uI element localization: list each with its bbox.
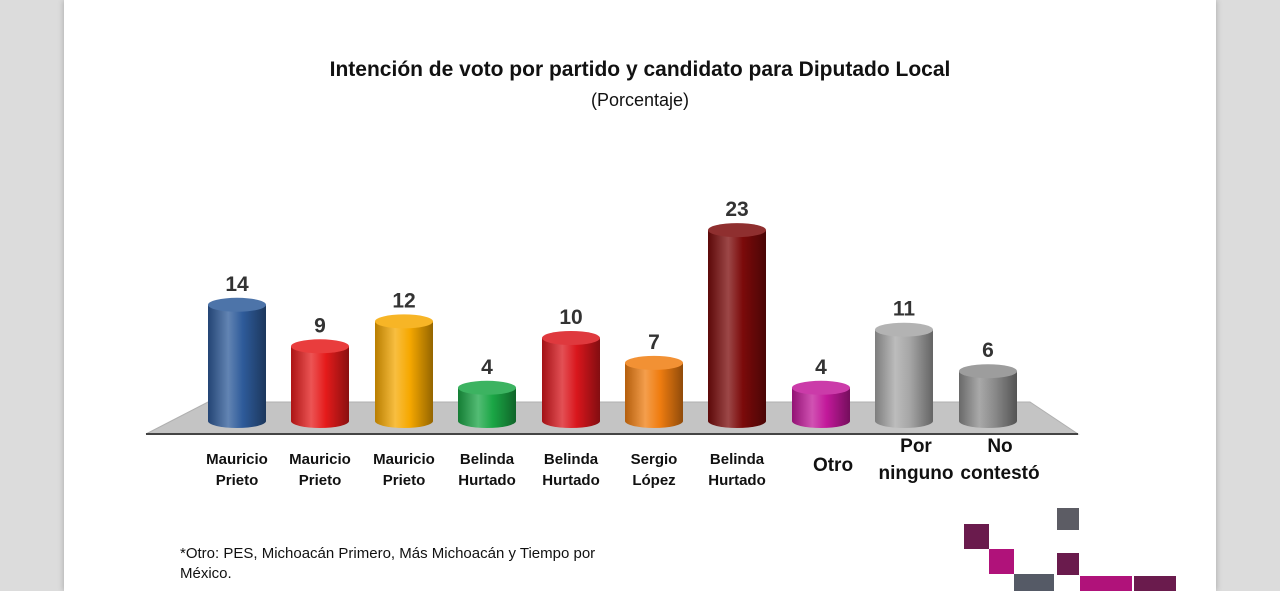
bar — [542, 331, 600, 428]
data-label: 4 — [815, 356, 827, 379]
bar-top — [625, 355, 683, 370]
bar — [625, 355, 683, 428]
bar-body — [291, 346, 349, 428]
category-label: Mauricio — [373, 451, 435, 468]
category-label: López — [632, 472, 675, 489]
chart-title: Intención de voto por partido y candidat… — [329, 58, 951, 81]
bar-body — [542, 338, 600, 428]
bar-top — [542, 331, 600, 345]
category-label: Otro — [813, 455, 853, 476]
category-label: Prieto — [383, 472, 426, 489]
bar-top — [708, 223, 766, 238]
decorative-square — [1080, 576, 1132, 591]
category-label: Sergio — [631, 451, 678, 468]
bar — [375, 314, 433, 428]
bar — [208, 297, 266, 428]
bar — [875, 322, 933, 428]
decorative-square — [989, 549, 1014, 574]
bar-body — [458, 387, 516, 428]
report-page: Intención de voto por partido y candidat… — [64, 0, 1216, 591]
bar-top — [208, 297, 266, 312]
data-label: 12 — [392, 289, 415, 312]
bar — [458, 380, 516, 428]
chart-floor — [145, 401, 1080, 435]
data-label: 6 — [982, 339, 994, 362]
data-label: 10 — [559, 306, 582, 329]
category-label: No — [987, 436, 1012, 457]
category-label: ninguno — [879, 463, 954, 484]
bar-top — [959, 364, 1017, 379]
decorative-square — [1134, 576, 1176, 591]
bar-body — [875, 329, 933, 428]
data-label: 11 — [893, 298, 916, 321]
bar-body — [208, 304, 266, 428]
bar — [792, 380, 850, 428]
chart-footnote: *Otro: PES, Michoacán Primero, Más Micho… — [180, 545, 596, 582]
category-label: contestó — [960, 463, 1039, 484]
data-label: 9 — [314, 314, 326, 337]
decorative-square — [1014, 574, 1054, 591]
category-label: Hurtado — [708, 472, 766, 489]
bar-body — [708, 230, 766, 428]
bar-top — [375, 314, 433, 329]
decorative-square — [1057, 553, 1079, 575]
category-label: Hurtado — [542, 472, 600, 489]
bar-body — [792, 387, 850, 428]
category-label: Belinda — [460, 451, 515, 468]
data-label: 14 — [225, 273, 249, 296]
bar-body — [625, 362, 683, 428]
bar — [959, 364, 1017, 428]
decorative-square — [1057, 508, 1079, 530]
bar — [291, 339, 349, 428]
category-label: Prieto — [216, 472, 259, 489]
bar-top — [458, 380, 516, 395]
bar-top — [291, 339, 349, 354]
data-label: 7 — [648, 331, 660, 354]
data-label: 23 — [725, 198, 748, 221]
category-label: Belinda — [544, 451, 599, 468]
category-label: Belinda — [710, 451, 765, 468]
category-label: Mauricio — [206, 451, 268, 468]
category-label: Prieto — [299, 472, 342, 489]
bar-body — [959, 371, 1017, 428]
bar-body — [375, 321, 433, 428]
chart-subtitle: (Porcentaje) — [590, 90, 690, 110]
bar-top — [875, 322, 933, 337]
bar-top — [792, 380, 850, 395]
data-label: 4 — [481, 356, 493, 379]
decorative-square — [964, 524, 989, 549]
category-label: Mauricio — [289, 451, 351, 468]
category-label: Por — [900, 436, 932, 457]
category-label: Hurtado — [458, 472, 516, 489]
bar — [708, 223, 766, 428]
